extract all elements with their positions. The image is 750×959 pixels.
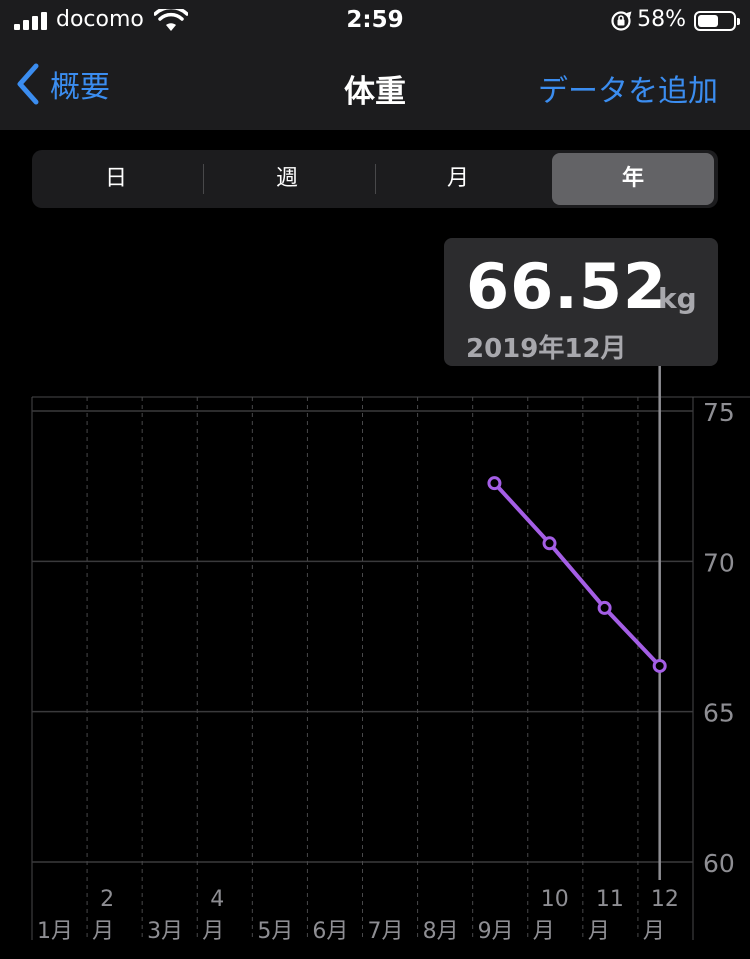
cellular-signal-icon	[14, 12, 48, 30]
add-data-button[interactable]: データを追加	[538, 74, 718, 109]
x-tick-number: 4	[210, 887, 224, 912]
selected-unit: kg	[658, 282, 697, 315]
segment-divider	[203, 164, 204, 194]
selected-date: 2019年12月	[466, 334, 627, 364]
y-tick-label: 75	[703, 398, 735, 427]
weight-data-point	[487, 476, 502, 491]
x-tick-label: 1月	[37, 919, 73, 944]
x-tick-label: 3月	[147, 919, 183, 944]
selected-value: 66.52	[466, 250, 668, 323]
back-button-label: 概要	[50, 70, 110, 105]
back-button[interactable]: 概要	[14, 62, 110, 106]
segment-divider	[375, 164, 376, 194]
weight-data-point	[597, 600, 612, 615]
y-tick-label: 60	[703, 849, 735, 878]
weight-data-point	[542, 536, 557, 551]
selected-value-tooltip: 66.52 kg 2019年12月	[444, 238, 718, 366]
x-tick-label: 月	[643, 919, 665, 944]
navigation-bar: 概要 体重 データを追加	[0, 44, 750, 130]
weight-data-point	[652, 658, 667, 673]
x-tick-label: 月	[588, 919, 610, 944]
x-tick-number: 10	[541, 887, 569, 912]
x-tick-number: 11	[596, 887, 624, 912]
wifi-icon	[154, 9, 188, 31]
tab-day[interactable]: 日	[104, 166, 127, 191]
status-time: 2:59	[346, 7, 404, 33]
battery-percent: 58%	[637, 7, 686, 32]
x-tick-label: 7月	[368, 919, 404, 944]
orientation-lock-icon	[611, 11, 632, 31]
x-tick-label: 月	[533, 919, 555, 944]
weight-series-line	[492, 481, 662, 668]
x-tick-label: 月	[92, 919, 114, 944]
x-tick-label: 9月	[478, 919, 514, 944]
battery-icon	[694, 11, 740, 31]
x-tick-number: 2	[100, 887, 114, 912]
x-tick-label: 5月	[257, 919, 293, 944]
y-tick-label: 70	[703, 548, 735, 577]
tab-week[interactable]: 週	[275, 166, 298, 191]
tab-year[interactable]: 年	[552, 153, 714, 205]
carrier-name: docomo	[56, 7, 144, 32]
x-tick-label: 月	[202, 919, 224, 944]
x-tick-label: 6月	[312, 919, 348, 944]
x-tick-label: 8月	[423, 919, 459, 944]
status-bar: docomo 2:59 58%	[0, 0, 750, 44]
tab-month[interactable]: 月	[446, 166, 469, 191]
chevron-left-icon	[17, 63, 39, 105]
y-tick-label: 65	[703, 699, 735, 728]
page-title: 体重	[344, 74, 406, 110]
period-segmented-control: 日 週 月 年	[32, 150, 718, 208]
x-tick-number: 12	[651, 887, 679, 912]
